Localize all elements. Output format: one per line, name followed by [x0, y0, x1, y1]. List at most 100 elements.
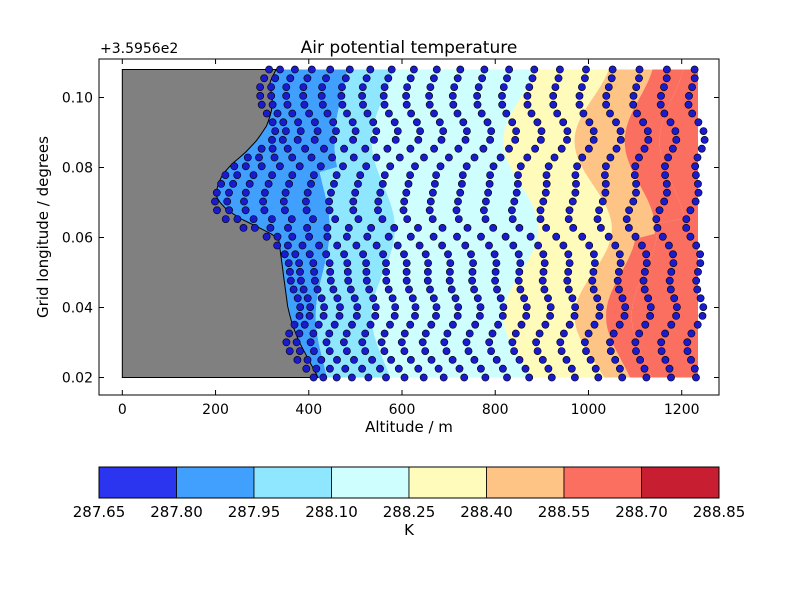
grid-point	[563, 276, 572, 285]
grid-point	[318, 83, 326, 91]
grid-point	[425, 100, 434, 109]
grid-point	[418, 338, 427, 347]
grid-point	[402, 276, 411, 285]
grid-point	[293, 355, 302, 364]
y-axis-offset: +3.5956e2	[100, 41, 178, 57]
grid-point	[602, 100, 610, 109]
grid-point	[569, 223, 578, 232]
grid-point	[696, 250, 704, 259]
grid-point	[376, 188, 385, 197]
grid-point	[621, 303, 630, 311]
grid-point	[358, 83, 367, 91]
grid-point	[361, 329, 370, 338]
grid-point	[584, 329, 593, 338]
grid-point	[536, 215, 545, 223]
grid-point	[286, 74, 295, 83]
grid-point	[423, 267, 432, 276]
grid-point	[510, 347, 518, 355]
grid-point	[262, 232, 271, 241]
grid-point	[310, 135, 319, 144]
grid-point	[616, 135, 625, 144]
colorbar-segment	[176, 466, 255, 499]
grid-point	[271, 127, 280, 136]
grid-point	[440, 338, 449, 347]
grid-point	[697, 144, 706, 153]
grid-point	[590, 250, 598, 259]
grid-point	[565, 320, 574, 329]
grid-point	[317, 355, 326, 364]
grid-point	[631, 162, 640, 171]
contour-band	[216, 69, 348, 378]
grid-point	[450, 83, 459, 91]
grid-point	[288, 232, 297, 241]
grid-point	[688, 83, 696, 91]
grid-point	[682, 215, 691, 223]
grid-point	[330, 320, 339, 329]
grid-point	[534, 241, 542, 250]
grid-point	[546, 303, 555, 311]
grid-point	[371, 311, 380, 320]
grid-point	[320, 144, 328, 153]
grid-point	[684, 100, 693, 109]
grid-point	[672, 311, 680, 320]
grid-point	[391, 303, 400, 311]
grid-point	[338, 100, 347, 109]
grid-point	[604, 232, 613, 241]
grid-point	[629, 100, 638, 109]
grid-point	[618, 294, 627, 303]
grid-point	[409, 65, 418, 74]
grid-point	[343, 267, 352, 276]
colorbar-frame	[98, 466, 720, 499]
grid-point	[349, 135, 357, 144]
grid-point	[691, 197, 700, 206]
grid-point	[589, 285, 598, 294]
grid-point	[646, 311, 654, 320]
grid-point	[443, 329, 452, 338]
grid-point	[514, 250, 523, 259]
grid-point	[288, 171, 297, 179]
grid-point	[664, 153, 672, 162]
grid-point	[361, 347, 370, 355]
x-tick-label: 400	[295, 402, 322, 418]
grid-point	[323, 232, 332, 241]
grid-point	[606, 338, 614, 347]
grid-point	[438, 241, 446, 250]
grid-point	[273, 232, 282, 241]
grid-point	[266, 223, 275, 232]
grid-point	[528, 74, 537, 83]
grid-point	[390, 223, 399, 232]
grid-point	[526, 232, 535, 241]
x-tick-label: 600	[389, 402, 416, 418]
grid-point	[423, 276, 432, 285]
grid-point	[451, 294, 460, 303]
grid-point	[564, 250, 573, 259]
grid-point	[485, 179, 494, 188]
grid-point	[386, 320, 394, 329]
grid-point	[620, 311, 629, 320]
grid-point	[309, 171, 318, 179]
grid-point	[371, 303, 380, 311]
grid-point	[265, 65, 273, 74]
grid-point	[230, 162, 239, 171]
grid-point	[590, 320, 599, 329]
grid-point	[512, 188, 521, 197]
colorbar-label: K	[404, 521, 415, 539]
grid-point	[661, 355, 670, 364]
grid-point	[499, 303, 508, 311]
grid-point	[348, 118, 357, 127]
grid-point	[479, 206, 488, 215]
grid-point	[550, 153, 559, 162]
grid-point	[696, 259, 705, 267]
grid-point	[546, 311, 554, 320]
grid-point	[406, 232, 415, 241]
x-tick-label: 1000	[571, 402, 607, 418]
grid-point	[632, 179, 640, 188]
grid-point	[349, 153, 358, 162]
grid-point	[494, 320, 502, 329]
x-tick-label: 200	[202, 402, 229, 418]
grid-point	[607, 74, 616, 83]
y-tick-label: 0.04	[62, 301, 93, 317]
grid-point	[563, 135, 571, 144]
y-tick-label: 0.06	[62, 231, 93, 247]
grid-point	[492, 355, 501, 364]
